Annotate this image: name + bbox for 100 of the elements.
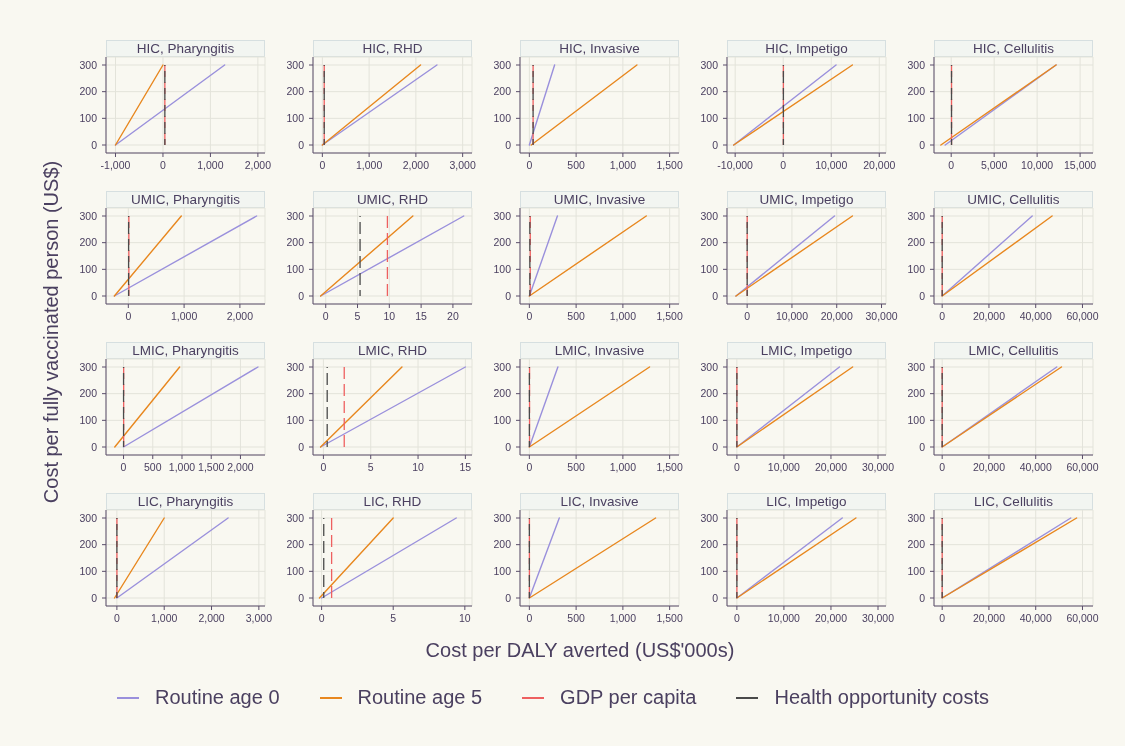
chart-title: HIC, Invasive bbox=[559, 41, 640, 56]
x-tick-label: 5 bbox=[390, 612, 397, 625]
y-tick-label: 300 bbox=[493, 209, 512, 222]
x-tick-label: 60,000 bbox=[1066, 461, 1099, 474]
y-tick-label: 100 bbox=[286, 112, 305, 125]
x-tick-label: 0 bbox=[319, 159, 326, 172]
x-tick-label: 0 bbox=[113, 612, 120, 625]
x-tick-label: 0 bbox=[318, 612, 325, 625]
y-tick-label: 300 bbox=[700, 511, 719, 524]
x-tick-label: 20,000 bbox=[972, 461, 1006, 474]
x-tick-label: 10,000 bbox=[767, 612, 801, 625]
y-tick-label: 300 bbox=[286, 209, 305, 222]
y-tick-label: 300 bbox=[907, 360, 926, 373]
chart-title: LIC, Pharyngitis bbox=[137, 494, 234, 509]
x-tick-label: 0 bbox=[939, 461, 946, 474]
x-tick-label: -10,000 bbox=[717, 159, 754, 172]
legend-label: Health opportunity costs bbox=[774, 686, 990, 709]
y-tick-label: 0 bbox=[712, 289, 719, 302]
legend-label: Routine age 0 bbox=[154, 686, 280, 709]
x-tick-label: 40,000 bbox=[1019, 612, 1052, 625]
y-tick-label: 100 bbox=[79, 565, 98, 578]
chart-title: LMIC, Impetigo bbox=[760, 343, 853, 358]
x-tick-label: 2,000 bbox=[227, 461, 254, 474]
x-tick-label: 10 bbox=[458, 612, 471, 625]
x-tick-label: 2,000 bbox=[226, 310, 254, 323]
chart-title: LMIC, RHD bbox=[357, 343, 427, 358]
x-tick-label: 1,000 bbox=[168, 461, 196, 474]
y-tick-label: 300 bbox=[79, 511, 98, 524]
x-tick-label: 1,000 bbox=[151, 612, 178, 625]
y-tick-label: 100 bbox=[907, 263, 926, 276]
x-tick-label: 500 bbox=[567, 461, 586, 474]
chart-title: LIC, Invasive bbox=[560, 494, 639, 509]
y-tick-label: 100 bbox=[493, 565, 512, 578]
x-tick-label: 0 bbox=[526, 461, 533, 474]
y-tick-label: 0 bbox=[919, 289, 926, 302]
x-tick-label: 40,000 bbox=[1019, 461, 1052, 474]
x-tick-label: 20,000 bbox=[972, 310, 1006, 323]
y-tick-label: 100 bbox=[79, 414, 98, 427]
y-tick-label: 300 bbox=[907, 209, 926, 222]
chart-title: UMIC, Invasive bbox=[553, 192, 646, 207]
x-tick-label: 20,000 bbox=[972, 612, 1006, 625]
x-tick-label: 500 bbox=[567, 612, 586, 625]
chart-title: HIC, Impetigo bbox=[765, 41, 848, 56]
y-tick-label: 200 bbox=[79, 236, 98, 249]
y-tick-label: 300 bbox=[700, 360, 719, 373]
y-tick-label: 300 bbox=[286, 511, 305, 524]
chart-title: LMIC, Invasive bbox=[554, 343, 645, 358]
x-tick-label: 3,000 bbox=[245, 612, 273, 625]
y-tick-label: 0 bbox=[712, 440, 719, 453]
y-tick-label: 300 bbox=[493, 58, 512, 71]
chart-title: HIC, RHD bbox=[362, 41, 423, 56]
x-tick-label: 1,000 bbox=[170, 310, 198, 323]
chart-title: LIC, Impetigo bbox=[766, 494, 847, 509]
x-tick-label: 30,000 bbox=[861, 612, 895, 625]
y-tick-label: 200 bbox=[700, 236, 719, 249]
y-tick-label: 200 bbox=[79, 538, 98, 551]
x-tick-label: 0 bbox=[733, 461, 740, 474]
y-tick-label: 0 bbox=[91, 138, 98, 151]
x-tick-label: 0 bbox=[939, 612, 946, 625]
y-tick-label: 0 bbox=[91, 591, 98, 604]
chart-title: LMIC, Pharyngitis bbox=[132, 343, 239, 358]
chart-title: UMIC, RHD bbox=[356, 192, 429, 207]
y-tick-label: 300 bbox=[286, 58, 305, 71]
x-tick-label: 10 bbox=[383, 310, 396, 323]
x-tick-label: 2,000 bbox=[244, 159, 272, 172]
x-tick-label: 20,000 bbox=[820, 310, 853, 323]
chart-title: UMIC, Impetigo bbox=[759, 192, 854, 207]
y-tick-label: 0 bbox=[298, 289, 305, 302]
y-tick-label: 0 bbox=[298, 440, 305, 453]
y-tick-label: 200 bbox=[700, 387, 719, 400]
x-tick-label: 20,000 bbox=[814, 612, 848, 625]
chart-title: UMIC, Cellulitis bbox=[967, 192, 1060, 207]
x-tick-label: 1,500 bbox=[656, 159, 683, 172]
x-tick-label: 0 bbox=[526, 310, 533, 323]
y-tick-label: 200 bbox=[907, 387, 926, 400]
y-tick-label: 300 bbox=[907, 511, 926, 524]
y-tick-label: 300 bbox=[79, 58, 98, 71]
y-tick-label: 100 bbox=[493, 414, 512, 427]
y-tick-label: 200 bbox=[286, 387, 305, 400]
x-tick-label: 500 bbox=[144, 461, 162, 474]
y-tick-label: 0 bbox=[298, 138, 305, 151]
chart-title: HIC, Pharyngitis bbox=[136, 41, 235, 56]
x-axis-title: Cost per DALY averted (US$'000s) bbox=[425, 639, 735, 661]
y-tick-label: 100 bbox=[79, 263, 98, 276]
x-tick-label: 30,000 bbox=[865, 310, 898, 323]
y-tick-label: 0 bbox=[91, 440, 98, 453]
y-tick-label: 200 bbox=[79, 387, 98, 400]
y-tick-label: 100 bbox=[493, 263, 512, 276]
y-tick-label: 300 bbox=[907, 58, 926, 71]
y-tick-label: 100 bbox=[700, 112, 719, 125]
x-tick-label: 5 bbox=[367, 461, 374, 474]
y-tick-label: 100 bbox=[286, 414, 305, 427]
y-tick-label: 100 bbox=[700, 414, 719, 427]
y-tick-label: 200 bbox=[907, 538, 926, 551]
y-tick-label: 100 bbox=[286, 263, 305, 276]
x-tick-label: 10,000 bbox=[775, 310, 809, 323]
x-tick-label: 15,000 bbox=[1064, 159, 1097, 172]
x-tick-label: 0 bbox=[744, 310, 751, 323]
x-tick-label: 0 bbox=[948, 159, 955, 172]
x-tick-label: 1,500 bbox=[198, 461, 225, 474]
